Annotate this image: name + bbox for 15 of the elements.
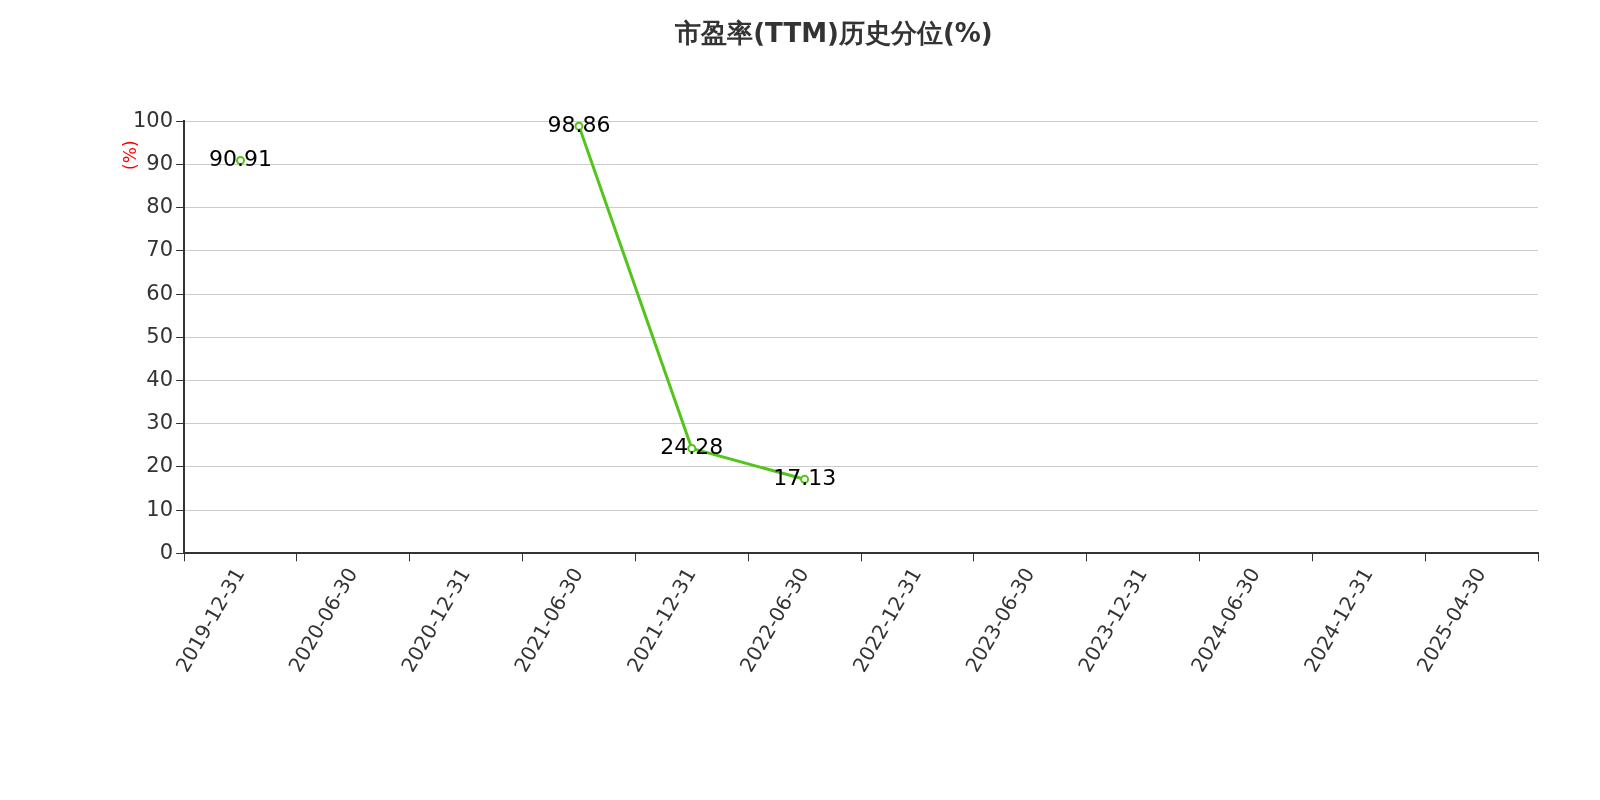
data-label: 90.91	[209, 146, 272, 172]
y-tick-label: 20	[146, 453, 174, 478]
y-tick-label: 0	[159, 539, 174, 564]
y-tick-label: 100	[132, 107, 174, 132]
y-axis-title: (%)	[120, 140, 141, 170]
y-tick-label: 30	[146, 410, 174, 435]
y-tick-label: 60	[146, 280, 174, 305]
y-tick-label: 80	[146, 194, 174, 219]
y-tick-label: 50	[146, 323, 174, 348]
data-label: 98.86	[547, 111, 611, 137]
y-tick-label: 40	[146, 366, 174, 391]
y-tick-label: 10	[146, 496, 174, 521]
y-tick-label: 70	[146, 237, 174, 262]
chart-title: 市盈率(TTM)历史分位(%)	[674, 18, 993, 49]
y-tick-label: 90	[146, 150, 174, 175]
